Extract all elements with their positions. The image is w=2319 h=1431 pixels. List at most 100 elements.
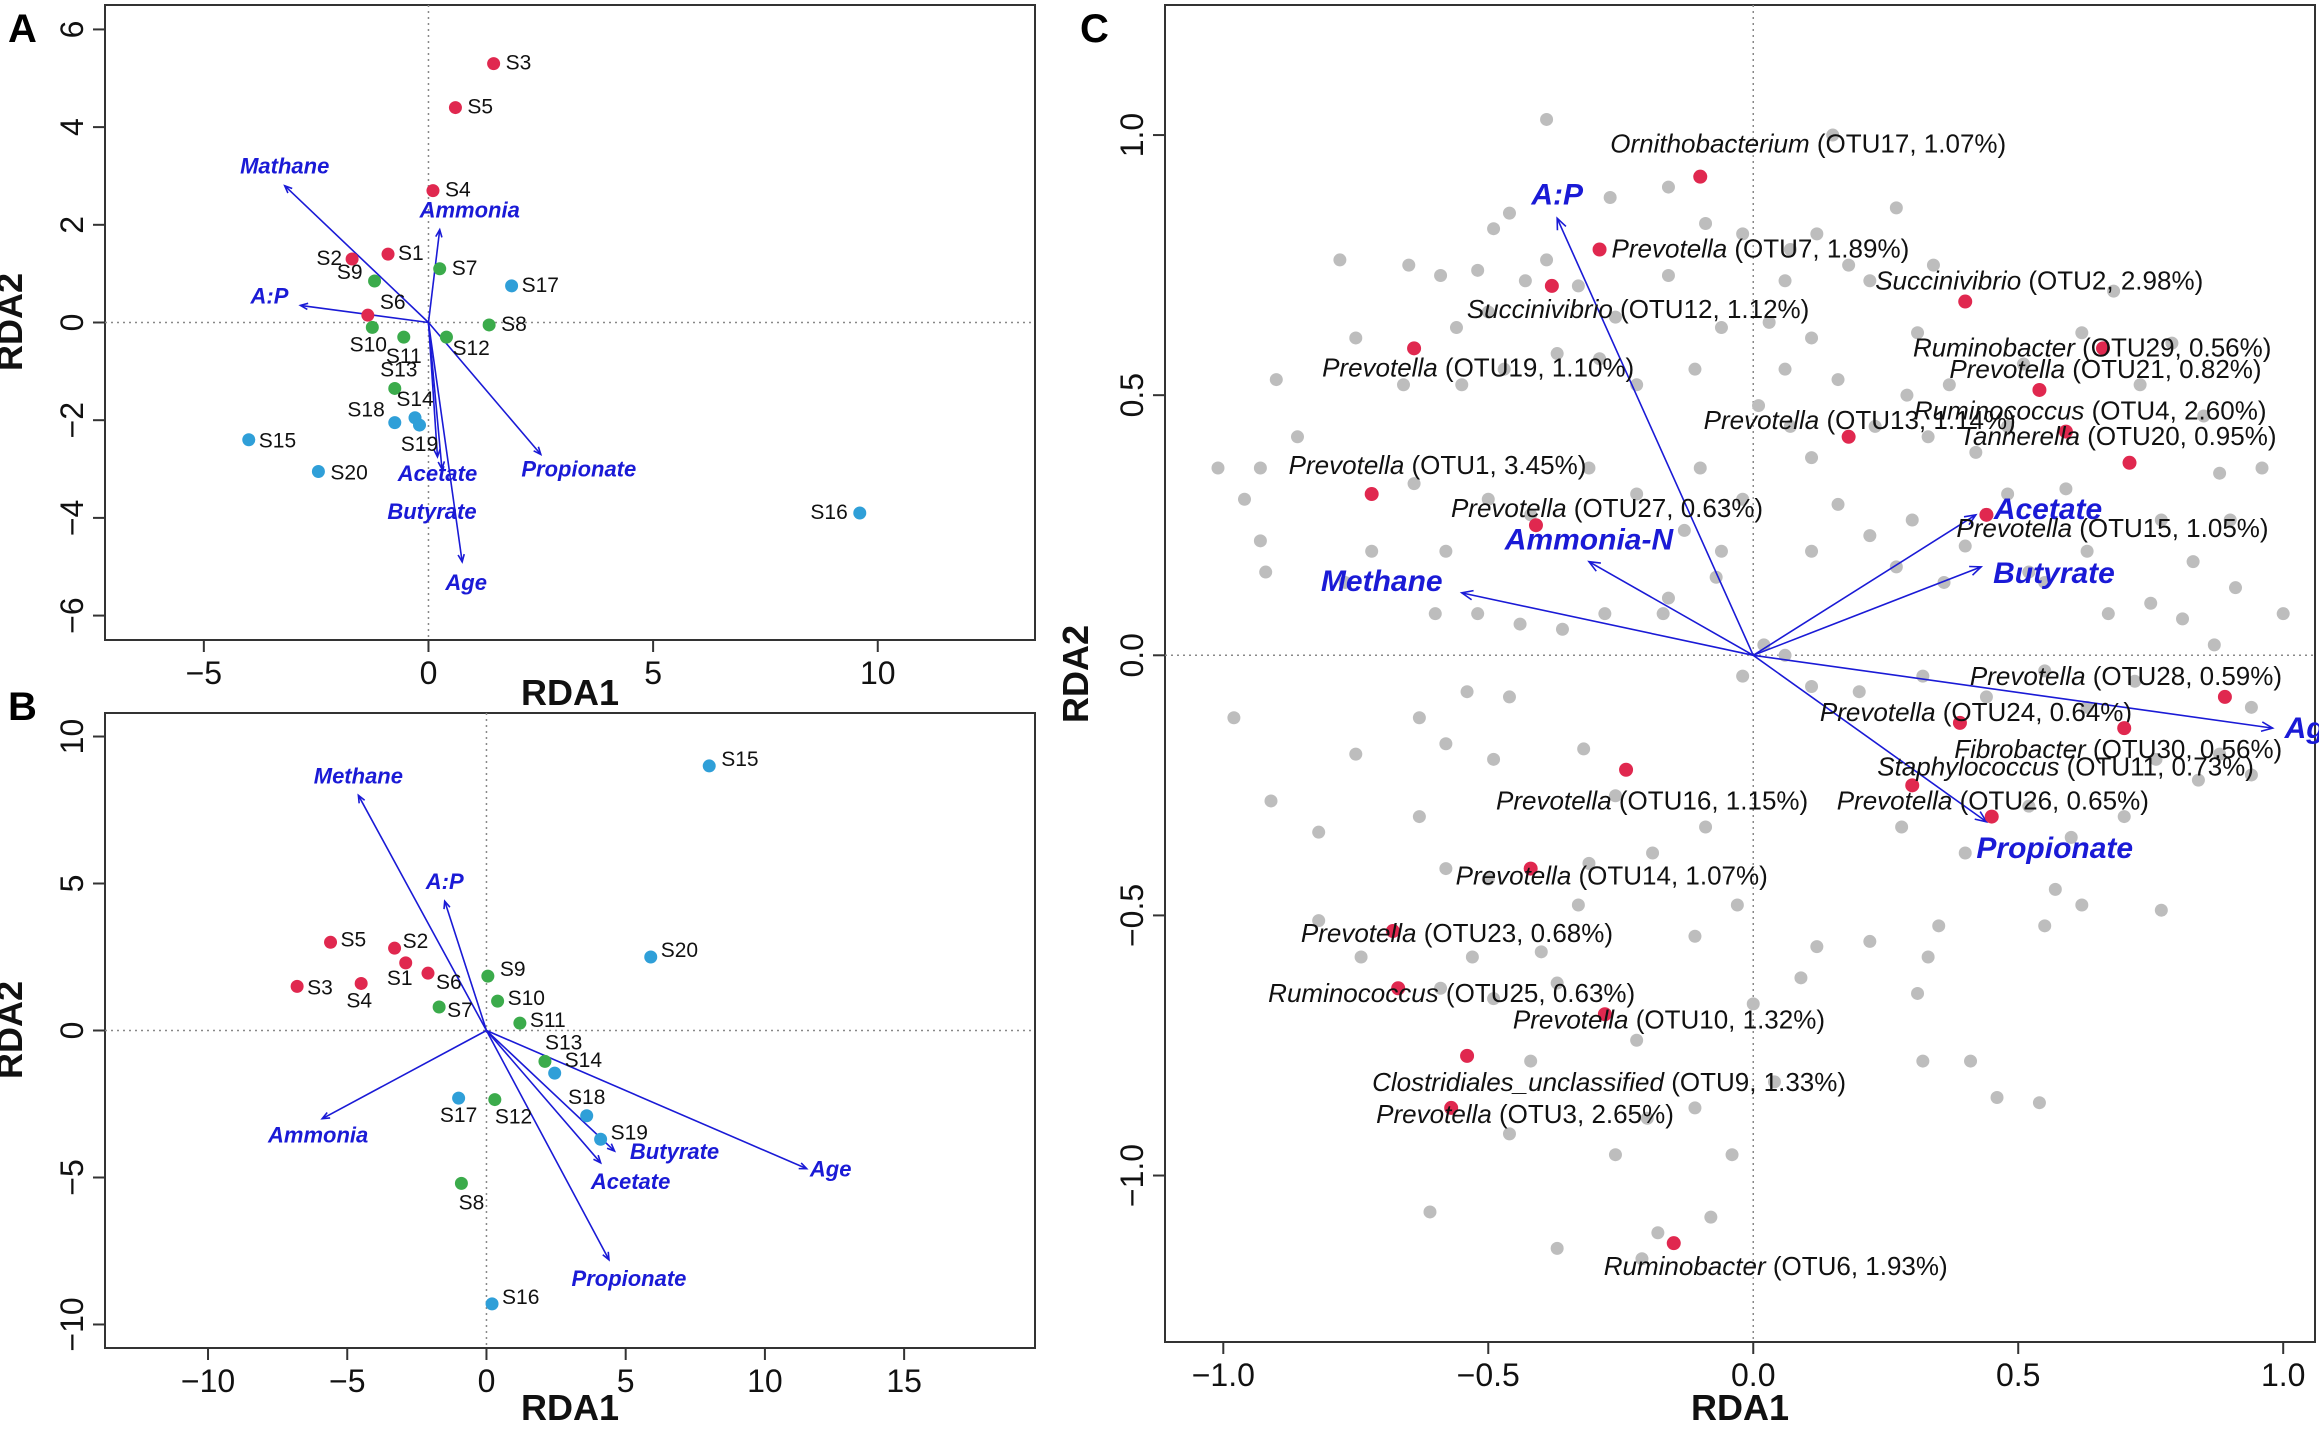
- otu-genus: Prevotella: [1456, 861, 1572, 891]
- background-otu-point: [1699, 216, 1713, 230]
- x-tick-label: −1.0: [1192, 1357, 1255, 1393]
- otu-point: [2032, 382, 2047, 397]
- background-otu-point: [2133, 378, 2147, 392]
- otu-label: Prevotella (OTU3, 2.65%): [1376, 1099, 1674, 1129]
- sample-label-s6: S6: [436, 971, 462, 994]
- background-otu-point: [2075, 326, 2089, 340]
- background-otu-point: [1434, 981, 1448, 995]
- background-otu-point: [1550, 347, 1564, 361]
- sample-point-s4: [354, 976, 368, 990]
- background-otu-point: [1863, 934, 1877, 948]
- background-otu-point: [1608, 310, 1622, 324]
- background-otu-point: [2191, 773, 2205, 787]
- sample-label-s14: S14: [565, 1049, 603, 1072]
- sample-label-s15: S15: [721, 748, 758, 771]
- otu-genus: Prevotella: [1820, 697, 1936, 727]
- background-otu-point: [1407, 477, 1421, 491]
- sample-label-s3: S3: [307, 976, 333, 999]
- sample-point-s13: [388, 381, 402, 395]
- sample-label-s20: S20: [330, 461, 367, 484]
- vector-acetate: [485, 1029, 602, 1164]
- y-tick-label: −6: [54, 597, 90, 633]
- sample-point-s9: [368, 274, 382, 288]
- background-otu-point: [1831, 497, 1845, 511]
- background-otu-point: [1550, 976, 1564, 990]
- vector-label-propionate: Propionate: [1976, 832, 2133, 865]
- y-tick-label: 0: [54, 314, 90, 332]
- background-otu-point: [2213, 466, 2227, 480]
- x-tick-label: 10: [747, 1363, 783, 1399]
- background-otu-point: [2186, 555, 2200, 569]
- background-otu-point: [1608, 789, 1622, 803]
- otu-info: (OTU6, 1.93%): [1766, 1251, 1948, 1281]
- background-otu-point: [1571, 279, 1585, 293]
- background-otu-point: [1312, 914, 1326, 928]
- x-tick-label: −5: [186, 655, 222, 691]
- background-otu-point: [1253, 534, 1267, 548]
- background-otu-point: [1487, 992, 1501, 1006]
- background-otu-point: [1481, 305, 1495, 319]
- background-otu-point: [1757, 638, 1771, 652]
- sample-label-s11: S11: [386, 345, 422, 368]
- vector-label-mathane: Mathane: [240, 154, 329, 179]
- background-otu-point: [1465, 950, 1479, 964]
- vector-arrowhead-propionate: [533, 446, 543, 456]
- otu-genus: Prevotella: [1301, 918, 1417, 948]
- background-otu-point: [1783, 419, 1797, 433]
- background-otu-point: [2038, 919, 2052, 933]
- background-otu-point: [1688, 362, 1702, 376]
- background-otu-point: [1211, 461, 1225, 475]
- background-otu-point: [1439, 544, 1453, 558]
- vector-propionate: [1752, 654, 1987, 823]
- background-otu-point: [1688, 929, 1702, 943]
- background-otu-point: [1518, 274, 1532, 288]
- sample-point-s14: [548, 1066, 562, 1080]
- sample-point-s7: [433, 262, 447, 276]
- sample-label-s1: S1: [398, 242, 424, 265]
- background-otu-point: [2022, 799, 2036, 813]
- x-tick-label: 0.5: [1996, 1357, 2040, 1393]
- background-otu-point: [2001, 419, 2015, 433]
- background-otu-point: [1237, 492, 1251, 506]
- otu-genus: Ruminobacter: [1604, 1251, 1767, 1281]
- otu-info: (OTU9, 1.33%): [1664, 1067, 1846, 1097]
- sample-label-s6: S6: [380, 291, 406, 314]
- background-otu-point: [1889, 201, 1903, 215]
- background-otu-point: [1736, 227, 1750, 241]
- background-otu-point: [1810, 227, 1824, 241]
- sample-label-s16: S16: [502, 1286, 539, 1309]
- vector-arrowhead-age: [2260, 721, 2275, 732]
- otu-genus: Ruminobacter: [1913, 332, 2076, 362]
- panel-b-ticks: −10 −5 0 5 10 15 −10 −5 0 5 10: [54, 719, 922, 1399]
- x-tick-label: 0: [478, 1363, 496, 1399]
- background-otu-point: [2064, 830, 2078, 844]
- panel-c-ticks: −1.0 −0.5 0.0 0.5 1.0 −1.0 −0.5 0.0 0.5 1.0: [1114, 113, 2305, 1393]
- background-otu-point: [2107, 284, 2121, 298]
- sample-point-s17: [505, 279, 519, 293]
- otu-info: (OTU10, 1.32%): [1628, 1004, 1825, 1034]
- vector-arrowhead-age: [798, 1162, 809, 1170]
- background-otu-point: [1661, 269, 1675, 283]
- sample-point-s5: [448, 101, 462, 115]
- background-otu-point: [1693, 461, 1707, 475]
- background-otu-point: [1635, 1252, 1649, 1266]
- otu-point: [1979, 507, 1994, 522]
- background-otu-point: [1502, 1127, 1516, 1141]
- panel-b-y-axis-title: RDA2: [0, 981, 30, 1079]
- sample-label-s19: S19: [611, 1121, 648, 1144]
- sample-point-s16: [853, 506, 867, 520]
- background-otu-point: [1805, 680, 1819, 694]
- y-tick-label: 10: [54, 719, 90, 755]
- vector-methane: [357, 794, 488, 1031]
- otu-info: (OTU30, 0.56%): [2086, 734, 2283, 764]
- background-otu-point: [1704, 1210, 1718, 1224]
- sample-point-s1: [381, 247, 395, 261]
- sample-label-s2: S2: [316, 247, 342, 270]
- background-otu-point: [2117, 810, 2131, 824]
- vector-a-p: [443, 900, 488, 1031]
- background-otu-point: [1805, 451, 1819, 465]
- background-otu-point: [1921, 430, 1935, 444]
- otu-info: (OTU13, 1.14%): [1819, 405, 2016, 435]
- vector-age: [1753, 654, 2273, 729]
- sample-point-s6: [361, 308, 375, 322]
